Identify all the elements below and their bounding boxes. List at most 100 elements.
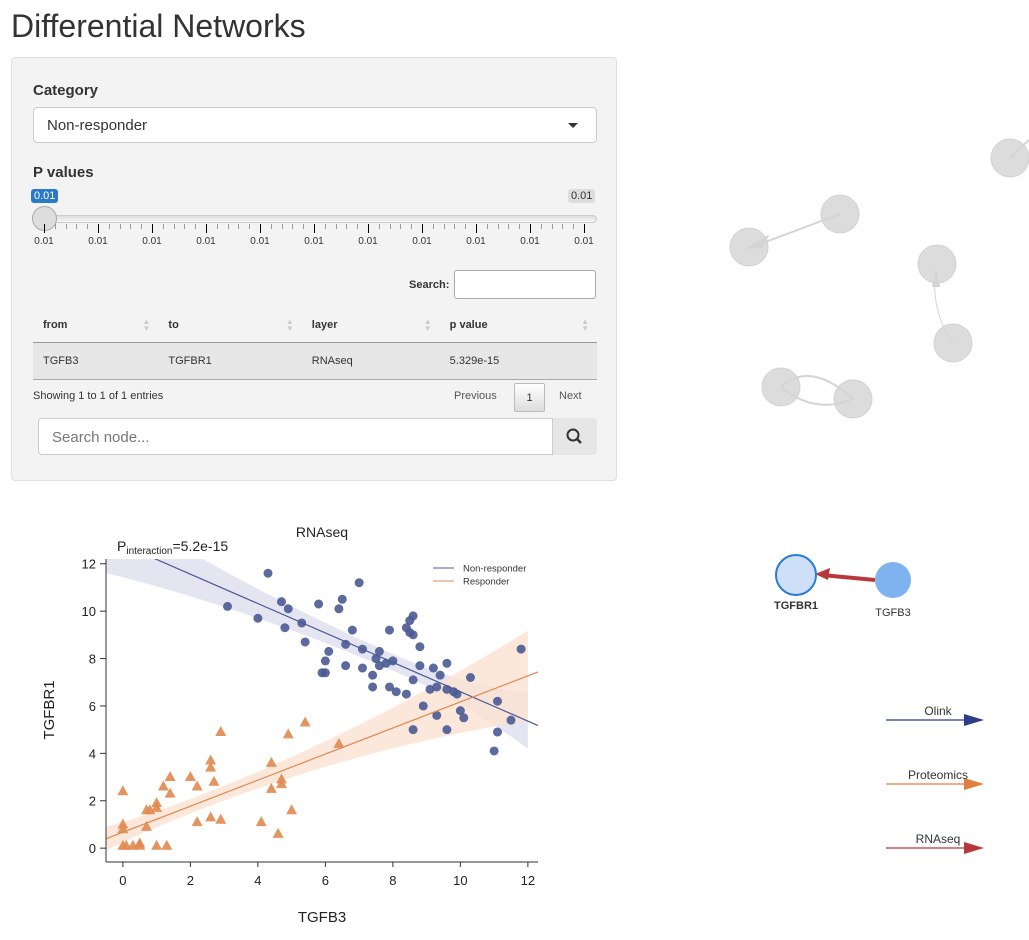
slider-tick-label: 0.01 xyxy=(466,236,486,247)
data-point xyxy=(347,625,357,635)
sort-icon: ▲ ▼ xyxy=(423,317,432,333)
sort-icon: ▲ ▼ xyxy=(142,317,151,333)
slider-tick xyxy=(76,224,78,229)
data-point xyxy=(299,716,311,727)
data-point xyxy=(418,701,428,711)
slider-tick-label: 0.01 xyxy=(142,236,162,247)
table-row[interactable]: TGFB3 TGFBR1 RNAseq 5.329e-15 xyxy=(33,342,597,380)
data-point xyxy=(401,689,411,699)
node-search-input[interactable]: Search node... xyxy=(38,418,553,455)
page-title: Differential Networks xyxy=(11,8,306,44)
cell-from: TGFB3 xyxy=(33,342,159,380)
node-tgfb3[interactable] xyxy=(875,562,911,598)
data-point xyxy=(141,820,152,831)
slider-tick xyxy=(465,224,467,229)
table-search-input[interactable] xyxy=(454,270,596,299)
node-label: TGFBR1 xyxy=(774,600,818,612)
slider-tick xyxy=(130,224,132,229)
legend-label: Proteomics xyxy=(908,768,968,782)
slider-tick xyxy=(584,224,585,233)
cell-pvalue: 5.329e-15 xyxy=(439,342,597,380)
page-1-button[interactable]: 1 xyxy=(514,383,545,412)
data-point xyxy=(253,613,263,623)
data-point xyxy=(354,578,364,588)
data-point xyxy=(489,746,499,756)
data-point xyxy=(341,661,351,671)
data-point xyxy=(466,673,475,683)
slider-max-badge: 0.01 xyxy=(568,189,596,203)
data-point xyxy=(493,727,502,737)
data-point xyxy=(164,771,176,782)
slider-tick xyxy=(216,224,218,229)
pvalues-label: P values xyxy=(33,164,94,181)
column-header-from[interactable]: from ▲ ▼ xyxy=(33,308,159,343)
pvalue-slider-track[interactable] xyxy=(45,215,597,223)
column-label: to xyxy=(168,318,179,331)
data-point xyxy=(157,780,169,791)
data-point xyxy=(164,787,176,798)
column-label: from xyxy=(43,318,68,331)
filter-panel: Category Non-responder P values 0.01 0.0… xyxy=(11,57,617,481)
data-point xyxy=(134,837,146,848)
data-point xyxy=(263,568,273,578)
network-legend: Olink Proteomics RNAseq xyxy=(886,704,984,854)
network-canvas[interactable] xyxy=(700,120,1029,440)
x-tick-label: 6 xyxy=(322,873,329,888)
column-header-pvalue[interactable]: p value ▲ ▼ xyxy=(439,308,597,343)
slider-value-badge: 0.01 xyxy=(31,189,59,203)
network-edge xyxy=(821,573,876,582)
category-value: Non-responder xyxy=(47,117,148,134)
column-header-to[interactable]: to ▲ ▼ xyxy=(158,308,302,343)
slider-tick xyxy=(562,224,564,229)
slider-tick-label: 0.01 xyxy=(250,236,270,247)
slider-tick xyxy=(141,224,143,229)
data-point xyxy=(117,785,129,796)
column-label: p value xyxy=(449,318,488,331)
legend-label: Responder xyxy=(463,577,509,588)
slider-tick xyxy=(519,224,521,229)
regression-line xyxy=(106,671,538,840)
table-info: Showing 1 to 1 of 1 entries xyxy=(33,390,164,402)
data-point xyxy=(286,804,298,815)
previous-button[interactable]: Previous xyxy=(454,390,497,402)
slider-tick xyxy=(400,224,402,229)
node-search-button[interactable] xyxy=(553,418,597,455)
slider-tick xyxy=(292,224,294,229)
data-point xyxy=(385,625,394,635)
slider-tick xyxy=(314,224,315,233)
data-point xyxy=(337,594,347,604)
legend-label: RNAseq xyxy=(916,832,961,846)
slider-tick xyxy=(195,224,197,229)
slider-tick-label: 0.01 xyxy=(574,236,594,247)
column-header-layer[interactable]: layer ▲ ▼ xyxy=(301,308,440,343)
slider-tick xyxy=(303,224,305,229)
data-point xyxy=(452,689,462,699)
annotation-p: P xyxy=(117,538,126,554)
category-label: Category xyxy=(33,82,99,99)
slider-tick xyxy=(162,224,164,229)
slider-tick xyxy=(357,224,359,229)
category-select[interactable]: Non-responder xyxy=(33,107,597,143)
data-point xyxy=(425,684,435,694)
data-point xyxy=(374,661,384,671)
x-tick-label: 8 xyxy=(389,873,396,888)
data-point xyxy=(374,646,384,656)
slider-tick-label: 0.01 xyxy=(196,236,216,247)
data-point xyxy=(381,658,391,668)
data-point xyxy=(191,816,203,827)
slider-tick xyxy=(108,224,110,229)
slider-tick xyxy=(540,224,542,229)
data-point xyxy=(385,682,394,692)
node-tgfbr1[interactable] xyxy=(775,554,817,596)
x-tick-label: 0 xyxy=(119,873,126,888)
y-tick-label: 10 xyxy=(82,604,96,619)
next-button[interactable]: Next xyxy=(559,390,582,402)
plot-area xyxy=(106,559,538,851)
data-point xyxy=(428,663,438,673)
legend-label: Olink xyxy=(924,704,952,718)
slider-tick xyxy=(530,224,531,233)
data-point xyxy=(265,782,277,793)
slider-tick xyxy=(44,224,45,233)
confidence-band xyxy=(106,559,528,749)
focus-network[interactable]: TGFBR1 TGFB3 xyxy=(760,545,920,625)
